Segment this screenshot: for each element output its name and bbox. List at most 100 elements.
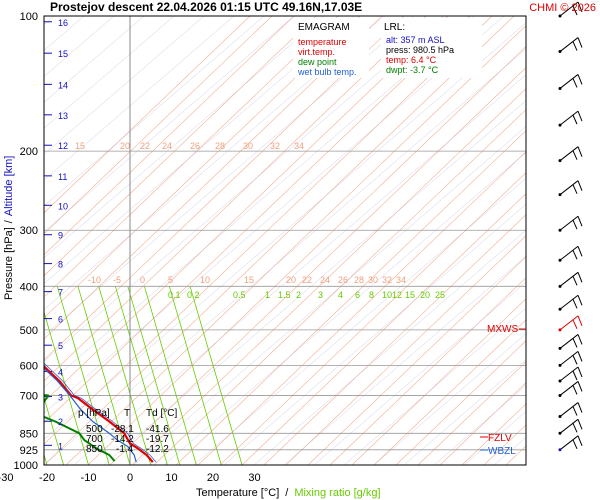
temperature-tick-label: -10 xyxy=(81,472,97,484)
legend-wet-bulb: wet bulb temp. xyxy=(297,67,357,77)
mxws-marker: MXWS xyxy=(487,324,518,335)
adiabat-label-upper: 28 xyxy=(215,141,225,151)
moist-adiabat-line xyxy=(44,16,205,155)
moist-adiabat-line xyxy=(44,16,175,129)
ylabel-pressure: Pressure [hPa] xyxy=(3,227,15,300)
table-row-500-t: -28.1 xyxy=(111,424,134,435)
adiabat-label-lower: 26 xyxy=(338,275,348,285)
wind-barb xyxy=(558,418,583,435)
altitude-tick-label: 15 xyxy=(58,49,68,59)
adiabat-line xyxy=(417,361,526,465)
moist-adiabat-line xyxy=(403,359,526,465)
temperature-tick-label: 10 xyxy=(165,472,177,484)
pressure-tick-label: 925 xyxy=(20,445,38,457)
pressure-tick-label: 500 xyxy=(20,325,38,337)
mixing-ratio-line xyxy=(56,286,110,465)
adiabat-label-lower: 5 xyxy=(168,275,173,285)
altitude-tick-label: 7 xyxy=(58,288,63,298)
table-row-850-td: -12.2 xyxy=(146,444,169,455)
wind-barb xyxy=(558,334,583,350)
mixing-ratio-label: 1 xyxy=(265,290,270,300)
moist-adiabat-line xyxy=(44,16,475,388)
mixing-ratio-line xyxy=(98,286,152,465)
mixing-ratio-label: 6 xyxy=(355,290,360,300)
altitude-tick-label: 12 xyxy=(58,141,68,151)
wind-barb xyxy=(558,350,583,367)
adiabat-label-upper: 32 xyxy=(270,141,280,151)
mixing-ratio-label: 15 xyxy=(405,290,415,300)
xlabel-mixing: Mixing ratio [g/kg] xyxy=(294,487,380,499)
mixing-ratio-label: 10 xyxy=(382,290,392,300)
lrl-temperature: temp: 6.4 °C xyxy=(386,55,437,65)
xlabel-separator: / xyxy=(285,487,289,499)
adiabat-line xyxy=(87,46,526,465)
table-row-700-t: -14.2 xyxy=(111,434,134,445)
adiabat-label-upper: 22 xyxy=(140,141,150,151)
adiabat-label-upper: 30 xyxy=(243,141,253,151)
adiabat-lines xyxy=(44,16,526,465)
pressure-tick-label: 400 xyxy=(20,281,38,293)
table-header-p: p [hPa] xyxy=(78,408,110,419)
adiabat-label-lower: 10 xyxy=(200,275,210,285)
legend-temperature: temperature xyxy=(298,37,347,47)
moist-adiabat-line xyxy=(44,16,235,181)
moist-adiabat-line xyxy=(44,22,526,440)
mixing-ratio-line xyxy=(168,286,222,465)
adiabat-line xyxy=(44,16,405,361)
table-row-500-p: 500 xyxy=(86,424,103,435)
adiabat-label-upper: 34 xyxy=(294,141,304,151)
adiabat-line xyxy=(44,16,361,319)
plot-frame xyxy=(43,15,527,466)
wind-barb xyxy=(558,245,583,262)
altitude-tick-label: 14 xyxy=(58,80,68,90)
moist-adiabat-line xyxy=(283,255,526,465)
moist-adiabat-line xyxy=(44,16,445,362)
adiabat-label-lower: 20 xyxy=(286,275,296,285)
mixing-ratio-label: 20 xyxy=(420,290,430,300)
altitude-tick-label: 5 xyxy=(58,341,63,351)
wind-barb xyxy=(558,294,583,311)
mixing-ratio-label: 0.1 xyxy=(168,290,181,300)
moist-adiabat-line xyxy=(44,16,385,310)
adiabat-line xyxy=(153,109,526,465)
mixing-ratio-lines xyxy=(44,286,243,465)
altitude-tick-label: 1 xyxy=(58,441,63,451)
altitude-tick-label: 4 xyxy=(58,367,63,377)
lrl-panel: LRL: alt: 357 m ASL press: 980.5 hPa tem… xyxy=(381,18,482,78)
wind-barb xyxy=(558,110,583,127)
altitude-tick-label: 6 xyxy=(58,315,63,325)
wind-barb xyxy=(558,180,583,197)
table-row-700-td: -19.7 xyxy=(146,434,169,445)
level-markers: MXWS FZLV WBZL xyxy=(480,324,526,457)
table-row-850-t: -1.4 xyxy=(116,444,134,455)
chart-title: Prostejov descent 22.04.2026 01:15 UTC 4… xyxy=(50,0,362,14)
adiabat-line xyxy=(175,130,526,465)
adiabat-line xyxy=(109,67,526,465)
wind-barb xyxy=(558,381,583,397)
temperature-tick-label: 30 xyxy=(248,472,260,484)
mixing-ratio-label: 0.5 xyxy=(233,290,246,300)
pressure-tick-label: 850 xyxy=(20,428,38,440)
adiabat-line xyxy=(439,382,526,465)
mixing-ratio-label: 2 xyxy=(296,290,301,300)
moist-adiabat-line xyxy=(433,385,526,465)
adiabat-line xyxy=(44,16,427,382)
wind-barb xyxy=(558,146,583,163)
table-row-500-td: -41.6 xyxy=(146,424,169,435)
pressure-tick-label: 100 xyxy=(20,11,38,23)
adiabat-line xyxy=(219,172,526,465)
altitude-tick-label: 9 xyxy=(58,231,63,241)
series-virtual-temperature xyxy=(44,362,157,463)
adiabat-label-lower: 30 xyxy=(368,275,378,285)
adiabat-line xyxy=(241,193,526,465)
adiabat-line xyxy=(44,16,251,214)
wind-barb xyxy=(558,366,583,383)
adiabat-line xyxy=(44,16,515,465)
profile-series xyxy=(44,362,157,463)
adiabat-line xyxy=(44,16,295,256)
wind-barb xyxy=(558,37,583,54)
temperature-tick-label: -20 xyxy=(39,472,55,484)
adiabat-line xyxy=(44,16,383,340)
series-temperature xyxy=(44,365,154,463)
